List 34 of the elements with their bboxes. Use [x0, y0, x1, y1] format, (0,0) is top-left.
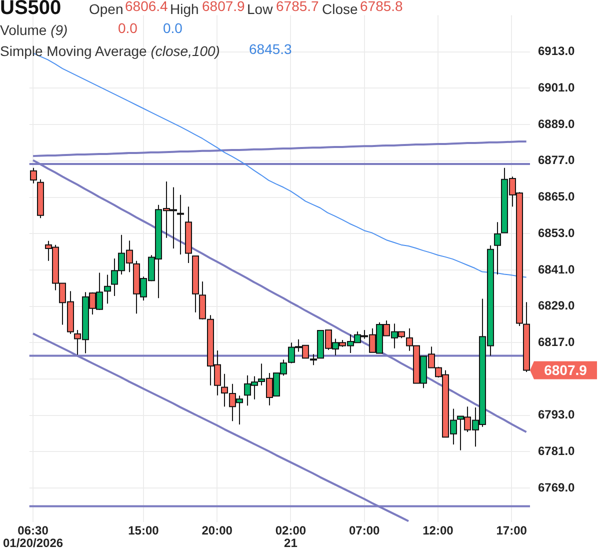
x-tick-label: 20:00: [202, 524, 233, 538]
text: 6807.9: [202, 0, 245, 14]
y-tick-label: 6865.0: [538, 190, 576, 204]
y-tick-label: 6829.0: [538, 298, 576, 313]
annotation: 0.0: [118, 20, 138, 36]
annotation: Close: [322, 1, 358, 17]
y-tick-label: 6853.0: [538, 226, 576, 240]
annotation: High: [170, 1, 199, 17]
y-tick-label: 6901.0: [538, 80, 576, 95]
annotation: Low: [247, 1, 273, 17]
x-tick-label: 15:00: [128, 524, 160, 538]
annotation: 0.0: [163, 20, 182, 36]
chart-title: US500: [0, 0, 62, 19]
y-tick-label: 6793.0: [538, 408, 576, 422]
text: 6785.7: [276, 0, 319, 14]
x-tick-label: 17:00: [496, 524, 528, 538]
y-tick-label: 6841.0: [538, 262, 576, 276]
text: Simple Moving Average (close,100): [0, 43, 220, 59]
y-tick-label: 6769.0: [538, 480, 576, 494]
y-tick-label: 6913.0: [538, 44, 576, 58]
text: 6785.8: [360, 0, 403, 14]
x-tick-label: 06:30 01/20/2026: [3, 524, 64, 550]
annotation: 6845.3: [249, 41, 292, 57]
text: 6806.4: [125, 0, 168, 14]
annotation: Open: [89, 1, 124, 17]
y-tick-label: 6817.0: [538, 334, 576, 349]
y-tick-label: 6877.0: [538, 153, 576, 168]
x-tick-label: 02:00 21: [275, 524, 306, 550]
text: 6807.9: [544, 362, 588, 378]
x-tick-label: 12:00: [422, 524, 454, 538]
y-tick-label: 6889.0: [538, 116, 576, 131]
y-tick-label: 6781.0: [538, 444, 576, 458]
x-tick-label: 07:00: [348, 524, 380, 538]
annotation: Volume (9): [0, 22, 68, 38]
